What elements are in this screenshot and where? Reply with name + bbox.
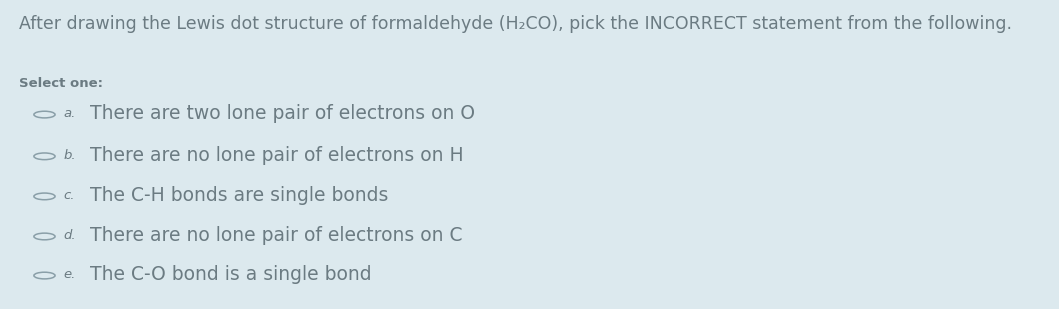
Text: The C-O bond is a single bond: The C-O bond is a single bond bbox=[90, 265, 372, 284]
Text: There are two lone pair of electrons on O: There are two lone pair of electrons on … bbox=[90, 104, 475, 123]
Text: The C-H bonds are single bonds: The C-H bonds are single bonds bbox=[90, 186, 389, 205]
Text: b.: b. bbox=[64, 149, 76, 162]
Text: There are no lone pair of electrons on C: There are no lone pair of electrons on C bbox=[90, 226, 463, 245]
Text: There are no lone pair of electrons on H: There are no lone pair of electrons on H bbox=[90, 146, 464, 165]
Text: c.: c. bbox=[64, 189, 75, 202]
Text: a.: a. bbox=[64, 107, 76, 120]
Text: After drawing the Lewis dot structure of formaldehyde (H₂CO), pick the INCORRECT: After drawing the Lewis dot structure of… bbox=[19, 15, 1012, 33]
Text: Select one:: Select one: bbox=[19, 77, 103, 90]
FancyBboxPatch shape bbox=[0, 0, 1059, 309]
Text: e.: e. bbox=[64, 268, 76, 281]
Text: d.: d. bbox=[64, 229, 76, 242]
